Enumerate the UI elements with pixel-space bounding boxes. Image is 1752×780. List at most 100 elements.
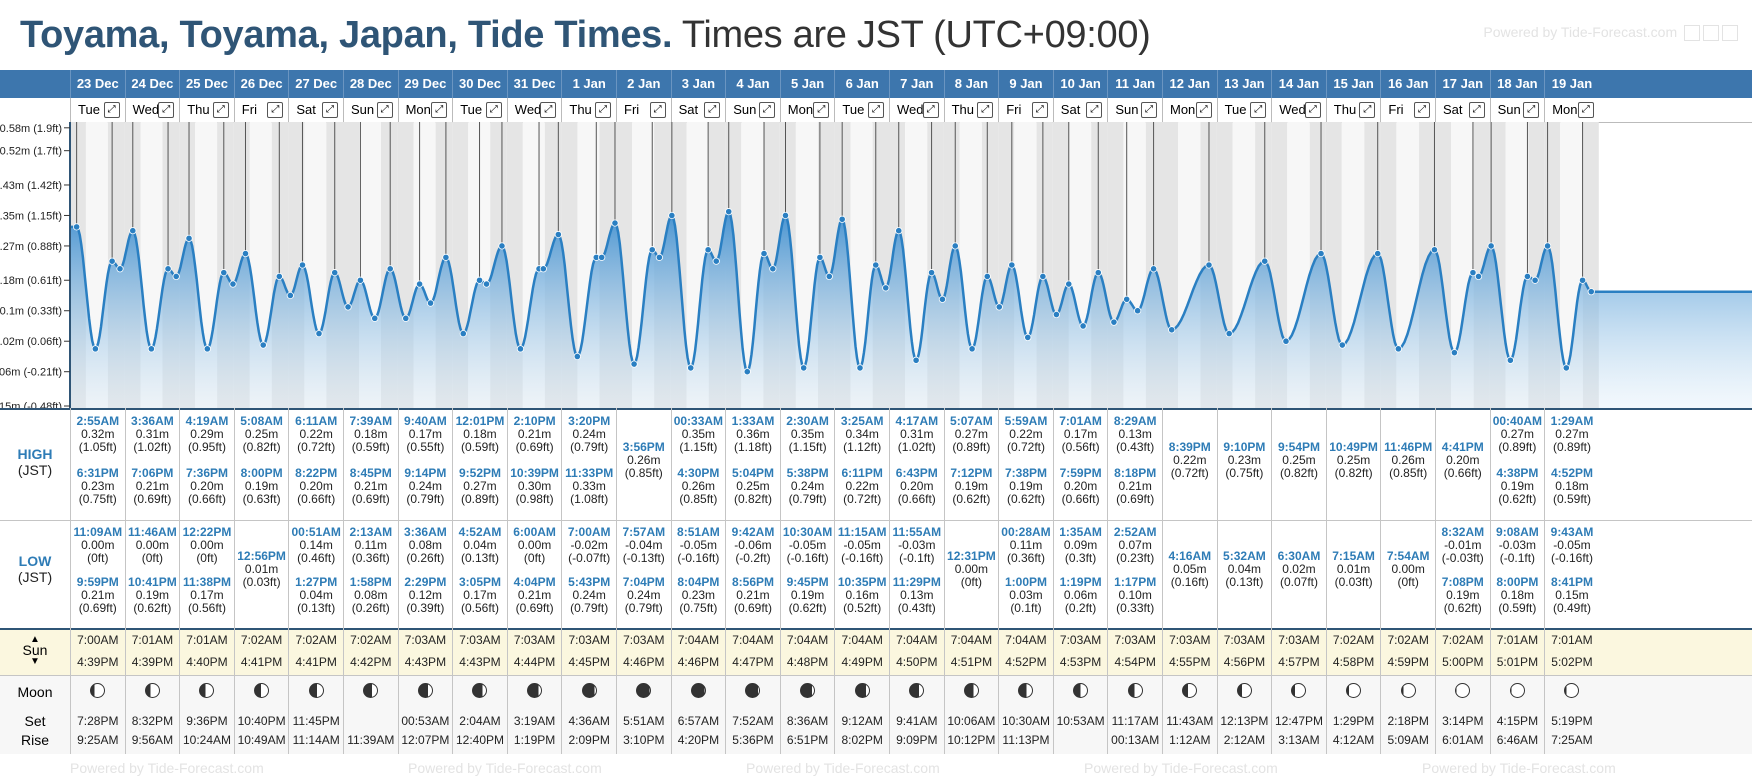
weekday-label: Wed bbox=[1279, 102, 1306, 117]
sunset-time: 4:44PM bbox=[513, 655, 556, 669]
low-tide-point bbox=[573, 352, 581, 361]
tide-entry: 7:00AM -0.02m (-0.07ft) bbox=[562, 526, 616, 565]
sunrise-time: 7:04AM bbox=[732, 633, 774, 647]
moon-phase-icon bbox=[1182, 683, 1198, 698]
tide-height-ft: (0.82ft) bbox=[1334, 466, 1373, 480]
tide-height-m: 0.21m bbox=[1118, 479, 1152, 493]
tide-height-m: 0.26m bbox=[681, 479, 716, 493]
sunset-time: 4:49PM bbox=[841, 655, 883, 669]
moonset-time: 7:28PM bbox=[77, 714, 119, 728]
expand-icon[interactable]: ⤢ bbox=[1577, 102, 1594, 118]
day-column: 3:56PM 0.26m (0.85ft) 7:57AM -0.04m (-0.13ft)… bbox=[616, 408, 671, 754]
expand-icon[interactable]: ⤢ bbox=[158, 102, 175, 118]
expand-icon[interactable]: ⤢ bbox=[1140, 102, 1157, 118]
tide-height-ft: (0.26ft) bbox=[351, 601, 390, 615]
tide-time: 00:28AM bbox=[1001, 525, 1051, 539]
tide-height-m: 0.15m bbox=[1555, 588, 1589, 602]
powered-by-watermark: Powered by Tide-Forecast.com bbox=[1483, 24, 1738, 42]
low-tide-point bbox=[539, 265, 547, 273]
weekday-cell: Wed ⤢ bbox=[889, 98, 944, 122]
expand-icon[interactable]: ⤢ bbox=[485, 102, 502, 118]
moonset-time: 5:19PM bbox=[1551, 714, 1593, 728]
sunset-time: 4:55PM bbox=[1169, 655, 1211, 669]
expand-icon[interactable]: ⤢ bbox=[1523, 102, 1540, 118]
day-column: 2:55AM 0.32m (1.05ft) 6:31PM 0.23m (0.75ft) 11… bbox=[70, 408, 125, 754]
expand-icon[interactable]: ⤢ bbox=[1304, 102, 1321, 118]
expand-icon[interactable]: ⤢ bbox=[431, 102, 448, 118]
tide-height-ft: (0ft) bbox=[141, 551, 164, 565]
moonset-label: Set bbox=[24, 713, 46, 729]
sunrise-time: 7:01AM bbox=[1551, 633, 1593, 647]
moonrise-time: 10:24AM bbox=[182, 733, 231, 747]
tide-entry: 10:49PM 0.25m (0.82ft) bbox=[1327, 441, 1381, 480]
expand-icon[interactable]: ⤢ bbox=[103, 102, 120, 118]
expand-icon[interactable]: ⤢ bbox=[1031, 102, 1048, 118]
tide-height-m: 0.26m bbox=[627, 453, 661, 467]
expand-icon[interactable]: ⤢ bbox=[376, 102, 393, 118]
expand-icon[interactable]: ⤢ bbox=[1086, 102, 1103, 118]
moonrise-time: 8:02PM bbox=[841, 733, 883, 747]
weekday-cell: Tue ⤢ bbox=[834, 98, 889, 122]
expand-icon[interactable]: ⤢ bbox=[867, 102, 884, 118]
day-column: 9:10PM 0.23m (0.75ft) 5:32AM 0.04m (0.13ft) 7:… bbox=[1216, 408, 1272, 754]
date-header: 8 Jan bbox=[943, 70, 999, 98]
expand-icon[interactable]: ⤢ bbox=[267, 102, 284, 118]
y-axis-panel bbox=[0, 122, 70, 408]
expand-icon[interactable]: ⤢ bbox=[1195, 102, 1212, 118]
sun-down-icon: ▼ bbox=[30, 656, 40, 667]
moonset-time: 8:32PM bbox=[131, 714, 174, 728]
weekday-label: Sun bbox=[1497, 102, 1521, 117]
tide-height-ft: (0.13ft) bbox=[460, 551, 499, 565]
expand-icon[interactable]: ⤢ bbox=[321, 102, 338, 118]
day-column: 7:39AM 0.18m (0.59ft) 8:45PM 0.21m (0.69ft) 2:… bbox=[343, 408, 398, 754]
high-tide-point bbox=[838, 215, 846, 223]
moonset-time: 00:53AM bbox=[401, 714, 450, 728]
high-tide-point bbox=[1094, 269, 1102, 277]
tide-height-m: 0.13m bbox=[1118, 427, 1152, 441]
expand-icon[interactable]: ⤢ bbox=[977, 102, 994, 118]
tide-time: 10:35PM bbox=[837, 575, 887, 589]
expand-icon[interactable]: ⤢ bbox=[704, 102, 721, 118]
tide-entry: 7:36PM 0.20m (0.66ft) bbox=[180, 467, 234, 506]
expand-icon[interactable]: ⤢ bbox=[1413, 102, 1430, 118]
sunrise-time: 7:02AM bbox=[240, 633, 283, 647]
tide-height-ft: (0.69ft) bbox=[1116, 492, 1155, 506]
weekday-cell: Mon ⤢ bbox=[779, 98, 835, 122]
tide-entry: 1:33AM 0.36m (1.18ft) bbox=[726, 415, 780, 454]
weekday-label: Thu bbox=[951, 102, 974, 117]
expand-icon[interactable]: ⤢ bbox=[813, 102, 830, 118]
date-header: 31 Dec bbox=[506, 70, 562, 98]
tide-height-m: 0.21m bbox=[354, 479, 388, 493]
sunset-time: 4:45PM bbox=[568, 655, 610, 669]
date-header: 27 Dec bbox=[288, 70, 343, 98]
weekday-label: Wed bbox=[514, 102, 542, 117]
expand-icon[interactable]: ⤢ bbox=[1359, 102, 1376, 118]
date-header-row: 23 Dec 24 Dec 25 Dec 26 Dec 27 Dec 28 Dec 29 D… bbox=[0, 70, 1752, 98]
tide-height-m: 0.08m bbox=[408, 538, 443, 552]
date-header: 5 Jan bbox=[779, 70, 835, 98]
tide-time: 4:41PM bbox=[1441, 440, 1484, 454]
tide-entry: 8:29AM 0.13m (0.43ft) bbox=[1108, 415, 1162, 454]
day-column: 00:40AM 0.27m (0.89ft) 4:38PM 0.19m (0.62ft) 9… bbox=[1489, 408, 1545, 754]
weekday-cell: Thu ⤢ bbox=[179, 98, 234, 122]
tide-entry: 9:52PM 0.27m (0.89ft) bbox=[453, 467, 507, 506]
expand-icon[interactable]: ⤢ bbox=[1468, 102, 1485, 118]
expand-icon[interactable]: ⤢ bbox=[922, 102, 939, 118]
moonset-time: 10:40PM bbox=[237, 714, 286, 728]
tide-height-m: 0.24m bbox=[790, 479, 825, 493]
moon-phase-icon bbox=[1346, 683, 1362, 698]
tide-height-m: 0.33m bbox=[572, 479, 606, 493]
sunrise-time: 7:03AM bbox=[404, 633, 447, 647]
tide-height-m: -0.03m bbox=[1498, 538, 1537, 552]
expand-icon[interactable]: ⤢ bbox=[649, 102, 666, 118]
tide-height-m: -0.05m bbox=[679, 538, 718, 552]
expand-icon[interactable]: ⤢ bbox=[1250, 102, 1267, 118]
expand-icon[interactable]: ⤢ bbox=[594, 102, 611, 118]
high-tide-point bbox=[108, 257, 116, 265]
expand-icon[interactable]: ⤢ bbox=[212, 102, 229, 118]
tide-height-m: 0.22m bbox=[299, 427, 333, 441]
expand-icon[interactable]: ⤢ bbox=[758, 102, 775, 118]
tide-time: 2:13AM bbox=[349, 525, 393, 539]
sunrise-time: 7:03AM bbox=[1223, 633, 1266, 647]
expand-icon[interactable]: ⤢ bbox=[540, 102, 557, 118]
